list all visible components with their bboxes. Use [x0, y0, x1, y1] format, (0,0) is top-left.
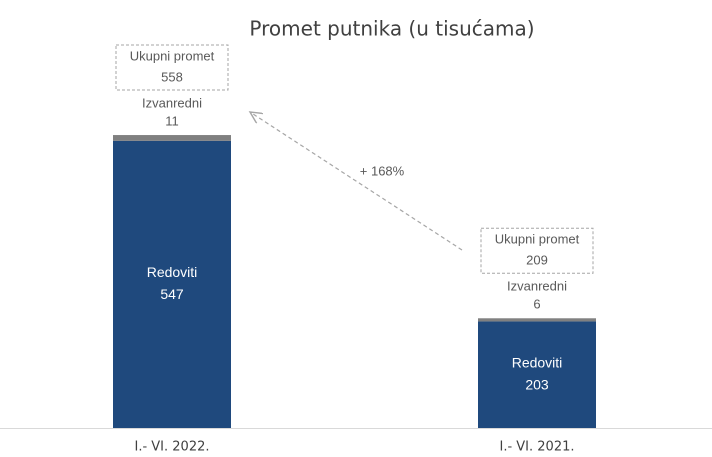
segment-name: Izvanredni — [507, 279, 567, 294]
total-box — [480, 227, 594, 274]
total-box — [115, 44, 229, 91]
bar-segment — [478, 321, 596, 428]
bar-segment — [113, 140, 231, 428]
segment-name: Redoviti — [147, 264, 198, 280]
total-label: 558 — [161, 69, 183, 84]
total-label: 209 — [526, 253, 548, 268]
data-label: 547 — [160, 286, 184, 302]
x-tick-label: I.- VI. 2021. — [500, 440, 575, 455]
total-name: Ukupni promet — [495, 232, 580, 247]
annotation: + 168% — [360, 163, 405, 178]
chart-title: Promet putnika (u tisućama) — [249, 17, 534, 41]
total-name: Ukupni promet — [130, 48, 215, 63]
data-label: 11 — [165, 113, 179, 128]
bar-segment — [113, 135, 231, 141]
segment-name: Izvanredni — [142, 95, 202, 110]
data-label: 203 — [525, 376, 549, 392]
growth-arrow — [250, 112, 463, 251]
segment-name: Redoviti — [512, 354, 563, 370]
bar-segment — [478, 318, 596, 322]
x-tick-label: I.- VI. 2022. — [135, 440, 210, 455]
data-label: 6 — [533, 297, 540, 312]
